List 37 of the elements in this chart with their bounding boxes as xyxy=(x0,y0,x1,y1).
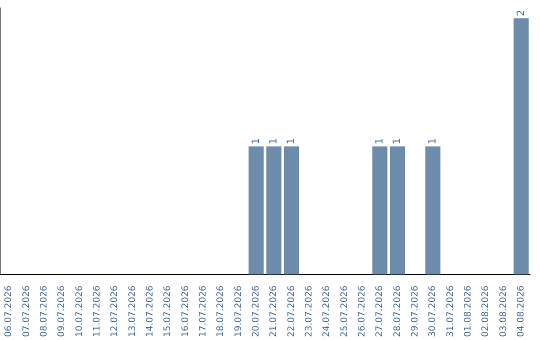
x-tick-label: 14.07.2026 xyxy=(146,285,156,337)
x-tick-label: 18.07.2026 xyxy=(216,285,226,337)
x-tick-label: 07.07.2026 xyxy=(22,285,32,337)
x-tick-label: 27.07.2026 xyxy=(375,285,386,337)
x-tick-label: 16.07.2026 xyxy=(180,285,191,337)
x-tick-label: 28.07.2026 xyxy=(392,285,403,337)
x-tick-label: 12.07.2026 xyxy=(110,285,120,337)
x-tick-label: 01.08.2026 xyxy=(464,285,474,337)
x-tick-label: 13.07.2026 xyxy=(128,285,138,337)
data-label: 1 xyxy=(286,138,298,144)
x-tick-label: 02.08.2026 xyxy=(481,285,492,337)
x-tick-label: 11.07.2026 xyxy=(92,285,103,337)
x-tick-label: 25.07.2026 xyxy=(340,285,350,337)
x-tick-label: 26.07.2026 xyxy=(358,285,368,337)
x-tick-label: 08.07.2026 xyxy=(40,285,50,337)
x-tick-label: 10.07.2026 xyxy=(74,285,85,337)
data-label: 1 xyxy=(250,138,262,144)
x-tick-label: 06.07.2026 xyxy=(4,285,14,337)
x-tick-label: 19.07.2026 xyxy=(234,285,244,337)
data-label: 1 xyxy=(427,138,438,144)
data-label: 1 xyxy=(374,138,386,144)
data-label: 2 xyxy=(516,10,527,16)
x-tick-label: 21.07.2026 xyxy=(269,285,280,337)
x-tick-label: 03.08.2026 xyxy=(498,285,509,337)
x-tick-label: 30.07.2026 xyxy=(428,285,438,337)
data-label: 1 xyxy=(268,138,280,144)
x-tick-label: 15.07.2026 xyxy=(163,285,174,337)
x-tick-label: 29.07.2026 xyxy=(410,285,421,337)
x-tick-label: 31.07.2026 xyxy=(446,285,456,337)
x-tick-label: 22.07.2026 xyxy=(286,285,297,337)
x-tick-label: 04.08.2026 xyxy=(516,285,527,337)
x-tick-label: 09.07.2026 xyxy=(57,285,68,337)
x-tick-label: 24.07.2026 xyxy=(322,285,332,337)
data-label: 1 xyxy=(392,138,404,144)
x-tick-label: 17.07.2026 xyxy=(198,285,209,337)
x-tick-label: 20.07.2026 xyxy=(252,285,262,337)
x-tick-label: 23.07.2026 xyxy=(304,285,315,337)
